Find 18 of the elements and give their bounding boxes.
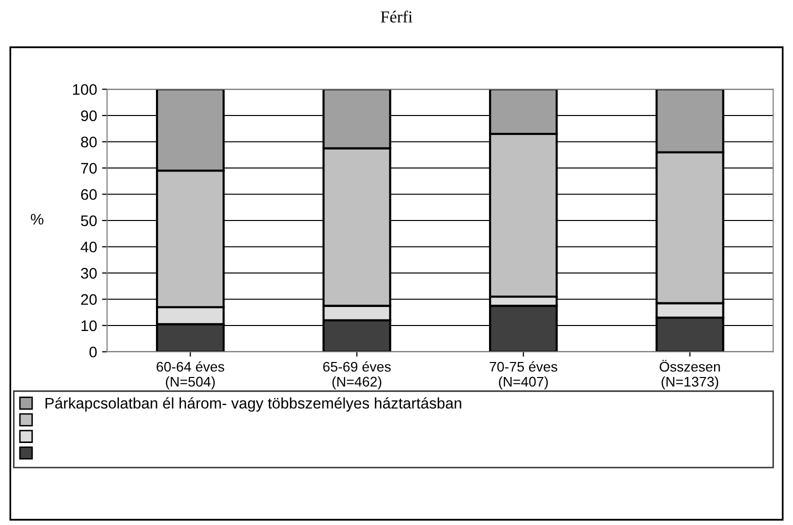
y-tick-label: 40 xyxy=(80,242,97,252)
y-axis-title: % xyxy=(30,214,44,225)
y-tick-label: 80 xyxy=(81,136,97,148)
y-tick-label: 90 xyxy=(81,110,97,122)
y-tick-label: 70 xyxy=(81,162,97,174)
y-tick-label: 50 xyxy=(80,215,97,226)
chart-title: Férfi xyxy=(380,10,412,23)
y-tick-label: 10 xyxy=(82,320,97,332)
x-tick-label: 60-64 éves (N=504) xyxy=(156,361,224,390)
y-tick-label: 20 xyxy=(81,294,97,305)
x-tick-label: Összesen (N=1373) xyxy=(660,360,720,390)
y-tick-label: 60 xyxy=(81,189,97,200)
y-tick-label: 0 xyxy=(89,346,97,358)
legend-label: Párkapcsolatban él három- vagy többszemélyes háztartásban xyxy=(46,397,462,412)
y-tick-label: 30 xyxy=(80,268,97,279)
y-tick-label: 100 xyxy=(73,84,97,95)
x-tick-label: 70-75 éves (N=407) xyxy=(490,361,558,390)
x-tick-label: 65-69 éves (N=462) xyxy=(323,361,391,390)
